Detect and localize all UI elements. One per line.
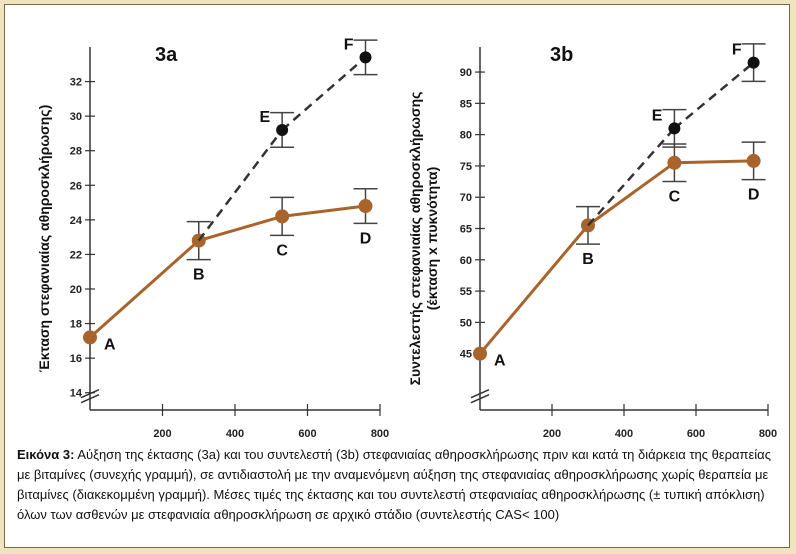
p2-solid-segment [587,161,676,227]
p2-point-label-B: B [582,251,594,268]
p2-y-tick-label: 45 [460,349,472,361]
p2-y-tick-label: 70 [460,192,472,204]
p2-dashed-segment [587,127,676,227]
p2-point-E [668,122,681,135]
p1-point-A [83,330,97,345]
p2-y-tick-label: 65 [460,224,472,236]
p2-y-tick-label: 50 [460,317,472,329]
p1-dashed-segment [281,56,367,131]
p2-point-label-D: D [748,187,760,204]
p1-solid-segment [281,204,366,218]
p1-y-tick-label: 30 [70,111,82,123]
p1-y-tick-label: 14 [70,388,83,400]
p2-y-tick-label: 85 [460,98,472,110]
p1-point-label-B: B [193,267,205,284]
p1-point-label-E: E [259,109,270,126]
p2-point-label-F: F [732,42,742,59]
caption-text: Αύξηση της έκτασης (3a) και του συντελεσ… [17,447,771,522]
p2-solid-segment [478,224,590,355]
p1-solid-segment [198,214,283,243]
p1-point-label-F: F [344,36,354,53]
p1-y-tick-label: 26 [70,180,82,192]
p2-chart-title: 3b [550,44,573,66]
p2-point-label-C: C [669,189,681,206]
p1-point-E [276,123,289,136]
p2-solid-segment [674,159,754,165]
p2-point-label-A: A [494,353,506,370]
p2-axis-break-2 [470,393,490,404]
p1-y-tick-label: 24 [70,215,83,227]
p2-y-tick-label: 60 [460,255,472,267]
p1-axis-break-2 [80,393,100,404]
p1-y-tick-label: 32 [70,77,82,89]
p1-y-tick-label: 18 [70,319,82,331]
p2-y-tick-label: 55 [460,286,472,298]
p2-dashed-segment [673,61,755,130]
p2-axis-break-1 [470,388,490,399]
p2-x-tick-label: 600 [687,428,705,440]
p1-x-tick-label: 400 [226,428,244,440]
p1-point-C [275,209,290,224]
p1-point-label-A: A [104,336,116,353]
p1-solid-segment [89,239,200,339]
p1-y-axis-label: Έκταση στεφανιαίας αθηροσκλήρωσης) [36,105,52,373]
p1-x-tick-label: 200 [153,428,171,440]
caption-label: Εικόνα 3: [17,447,75,462]
p1-y-tick-label: 28 [70,146,82,158]
p1-point-F [359,51,372,64]
p2-x-tick-label: 200 [543,428,561,440]
p2-x-tick-label: 400 [615,428,633,440]
p1-dashed-segment [197,129,284,242]
figure-frame: 14 16 18 20 22 24 26 28 30 32 200 400 600 800 3a Έκταση… [4,4,790,548]
p1-point-label-C: C [276,242,288,259]
p1-y-tick-label: 22 [70,249,82,261]
p2-point-A [473,346,487,361]
p2-point-label-E: E [652,107,663,124]
p2-point-D [746,153,761,168]
p2-point-C [667,155,682,170]
p2-y-axis-label: Συντελεστής στεφανιαίας αθηροσκλήρωσης [407,92,423,386]
p1-x-tick-label: 800 [371,428,389,440]
p2-y-tick-label: 75 [460,161,472,173]
p1-x-tick-label: 600 [298,428,316,440]
p1-axis-break-1 [80,388,100,399]
p1-chart-title: 3a [155,44,178,66]
p2-point-F [747,56,760,69]
p1-point-D [358,199,373,214]
p1-point-label-D: D [360,230,372,247]
p2-y-tick-label: 90 [460,67,472,79]
p2-x-tick-label: 800 [759,428,777,440]
p2-y-tick-label: 80 [460,130,472,142]
charts-svg: 14 16 18 20 22 24 26 28 30 32 200 400 600 800 3a Έκταση… [36,36,777,440]
p2-y-axis-label-2: (έκταση x πυκνότητα) [424,167,440,311]
figure-caption: Εικόνα 3: Αύξηση της έκτασης (3a) και το… [17,445,787,525]
p1-y-tick-label: 20 [70,284,82,296]
p1-y-tick-label: 16 [70,353,82,365]
